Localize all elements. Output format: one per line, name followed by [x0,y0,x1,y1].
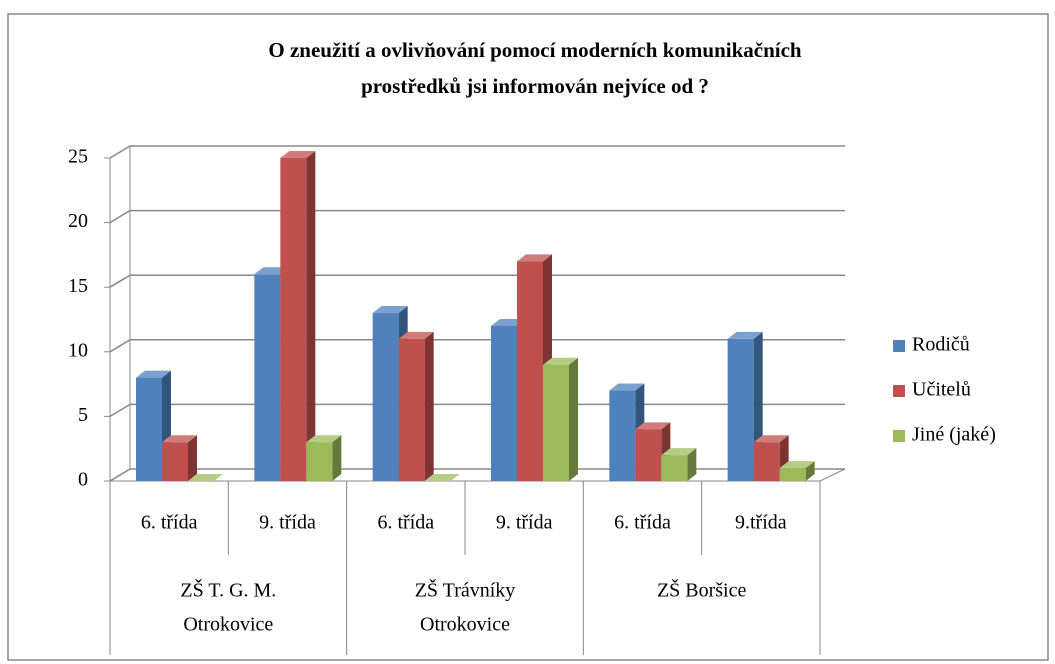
y-tick-label: 0 [78,469,88,491]
bar-top [753,435,789,443]
bar-side [332,435,342,481]
legend-swatch [893,430,905,442]
bar-top [635,422,671,430]
bar-top [372,306,408,314]
bar [727,338,754,481]
bar [661,455,688,481]
x-tick-label: 9. třída [496,512,553,534]
bar-top [188,474,223,481]
bar-side [687,448,697,481]
bar [162,442,188,481]
bar [779,468,806,481]
bar [609,390,636,481]
group-label: Otrokovice [183,614,273,636]
bar [517,261,543,481]
chart-title: O zneužití a ovlivňování pomocí moderníc… [268,38,802,62]
y-tick-label: 10 [68,339,88,361]
bar [372,313,399,481]
bar-top [280,151,316,158]
bar-top [424,474,460,481]
grid-line [109,403,845,418]
y-tick-label: 25 [68,146,88,168]
y-tick-label: 15 [68,275,88,297]
bar [635,429,662,481]
bar-top [727,331,763,339]
chart-title: prostředků jsi informován nejvíce od ? [361,74,709,98]
bar [306,442,333,481]
bar [753,442,780,481]
bar-top [779,461,815,469]
grid-line [109,145,845,159]
group-label: Otrokovice [420,614,510,636]
bar [543,364,569,481]
group-label: ZŠ Boršice [657,578,747,602]
x-tick-label: 6. třída [378,512,435,534]
group-label: ZŠ T. G. M. [180,578,276,602]
bar-top [543,357,578,365]
bar-top [661,448,697,456]
x-tick-label: 9. třída [259,512,316,534]
bar-top [517,254,552,262]
bar-top [306,435,342,443]
legend-label: Učitelů [912,379,971,401]
group-label: ZŠ Trávníky [415,578,516,602]
bar-side [805,461,815,481]
legend-label: Jiné (jaké) [912,424,996,446]
legend-label: Rodičů [912,334,970,356]
legend-swatch [893,340,905,352]
bar-top [609,383,645,391]
bar [398,338,425,481]
grid-line [109,339,845,353]
y-tick-label: 20 [68,210,88,232]
grid-line [109,209,845,224]
bar [280,158,307,481]
legend-swatch [893,385,905,397]
bar-side [424,331,434,481]
bar [136,377,162,481]
x-tick-label: 9.třída [735,512,787,534]
bar-side [188,435,197,481]
y-tick-label: 5 [78,404,88,426]
bar-top [162,435,197,443]
bar [491,325,517,481]
bar [254,274,281,481]
bar-side [569,357,578,481]
bar-side [306,151,316,481]
x-tick-label: 6. třída [614,512,671,534]
grid-line [109,274,845,288]
bar-top [398,331,434,339]
bar-top [136,370,171,378]
x-tick-label: 6. třída [141,512,198,534]
